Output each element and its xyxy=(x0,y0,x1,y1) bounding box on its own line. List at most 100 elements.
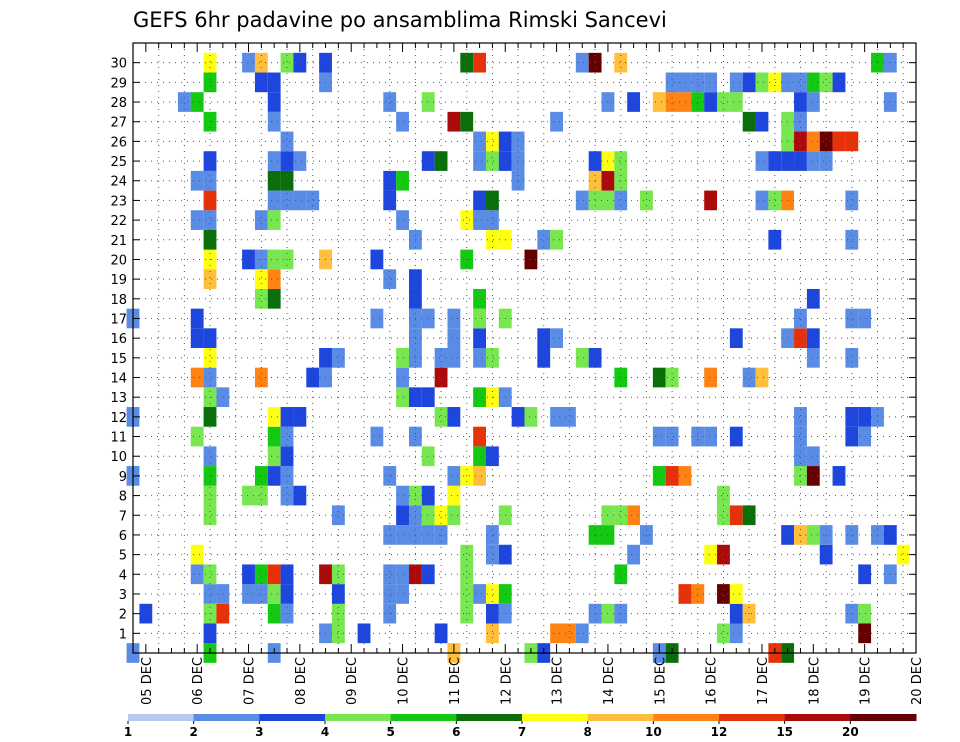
heatmap-cell xyxy=(447,466,461,486)
legend-level-label: 7 xyxy=(518,725,526,739)
heatmap-cell xyxy=(832,131,846,152)
heatmap-cell xyxy=(267,603,281,624)
heatmap-cell xyxy=(203,190,217,211)
heatmap-cell xyxy=(280,485,294,506)
heatmap-cell xyxy=(768,229,782,250)
heatmap-cell xyxy=(794,92,807,112)
heatmap-cell xyxy=(370,308,384,329)
heatmap-cell xyxy=(819,544,833,565)
heatmap-cell xyxy=(293,52,307,73)
heatmap-cell xyxy=(293,407,307,427)
legend-swatch xyxy=(259,714,326,721)
heatmap-cell xyxy=(819,72,833,93)
heatmap-cell xyxy=(421,505,435,526)
ytick-label: 15 xyxy=(110,352,127,367)
heatmap-cell xyxy=(254,564,268,585)
heatmap-cell xyxy=(717,623,730,644)
heatmap-cell xyxy=(640,190,653,211)
heatmap-cell xyxy=(203,269,217,289)
heatmap-cell xyxy=(614,190,628,211)
legend-level-label: 6 xyxy=(452,725,460,739)
heatmap-cell xyxy=(640,525,653,545)
ytick-label: 11 xyxy=(110,431,127,446)
heatmap-cell xyxy=(460,564,474,585)
heatmap-cell xyxy=(627,92,641,112)
heatmap-cell xyxy=(203,170,217,191)
heatmap-cell xyxy=(242,584,255,604)
heatmap-cell xyxy=(203,72,217,93)
heatmap-cell xyxy=(665,367,679,388)
heatmap-cell xyxy=(434,505,448,526)
ytick-label: 23 xyxy=(110,194,127,209)
heatmap-cell xyxy=(806,92,820,112)
heatmap-cell xyxy=(768,190,782,211)
heatmap-cell xyxy=(742,505,756,526)
heatmap-cell xyxy=(473,446,486,467)
heatmap-cell xyxy=(832,72,846,93)
heatmap-cell xyxy=(254,269,268,289)
heatmap-cell xyxy=(485,151,499,171)
heatmap-cell xyxy=(575,623,589,644)
ytick-label: 27 xyxy=(110,116,127,131)
legend-swatch xyxy=(587,714,654,721)
heatmap-cell xyxy=(845,131,859,152)
heatmap-cell xyxy=(845,426,859,447)
heatmap-cell xyxy=(293,151,307,171)
heatmap-cell xyxy=(485,525,499,545)
heatmap-cell xyxy=(806,151,820,171)
ytick-label: 17 xyxy=(110,312,127,327)
heatmap-cell xyxy=(883,92,897,112)
heatmap-cell xyxy=(203,210,217,230)
heatmap-cell xyxy=(858,426,872,447)
xtick-label: 06 DEC xyxy=(191,657,206,705)
heatmap-cell xyxy=(267,111,281,132)
heatmap-cell xyxy=(729,72,743,93)
heatmap-cell xyxy=(473,466,486,486)
heatmap-cell xyxy=(396,564,409,585)
xtick-label: 08 DEC xyxy=(294,657,309,705)
heatmap-cell xyxy=(434,623,448,644)
heatmap-cell xyxy=(550,328,564,348)
heatmap-cell xyxy=(794,131,807,152)
heatmap-cell xyxy=(511,407,525,427)
heatmap-cell xyxy=(717,485,730,506)
legend-level-label: 8 xyxy=(583,725,591,739)
legend-swatch xyxy=(390,714,457,721)
heatmap-cell xyxy=(806,72,820,93)
heatmap-cell xyxy=(396,584,409,604)
heatmap-cell xyxy=(755,72,769,93)
heatmap-cell xyxy=(858,603,872,624)
ytick-label: 7 xyxy=(119,509,127,524)
heatmap-cell xyxy=(473,584,486,604)
legend-swatch xyxy=(850,714,917,721)
xtick-label: 13 DEC xyxy=(551,657,566,705)
heatmap-cell xyxy=(331,505,345,526)
heatmap-cell xyxy=(242,52,255,73)
heatmap-cell xyxy=(794,525,807,545)
legend-level-label: 10 xyxy=(645,725,662,739)
heatmap-cell xyxy=(280,426,294,447)
heatmap-cell xyxy=(203,52,217,73)
heatmap-cell xyxy=(550,407,564,427)
legend-swatch xyxy=(325,714,392,721)
heatmap-cell xyxy=(396,170,409,191)
xtick-label: 14 DEC xyxy=(602,657,617,705)
heatmap-cell xyxy=(434,367,448,388)
heatmap-cell xyxy=(383,269,397,289)
ytick-label: 19 xyxy=(110,273,127,288)
heatmap-cell xyxy=(473,288,486,309)
heatmap-cell xyxy=(485,348,499,368)
heatmap-cell xyxy=(216,387,230,408)
heatmap-cell xyxy=(383,564,397,585)
heatmap-cell xyxy=(280,584,294,604)
legend-level-label: 3 xyxy=(255,725,263,739)
legend-swatch xyxy=(719,714,786,721)
heatmap-cell xyxy=(768,72,782,93)
heatmap-cell xyxy=(254,72,268,93)
heatmap-cell xyxy=(267,426,281,447)
heatmap-cell xyxy=(485,190,499,211)
heatmap-cell xyxy=(421,564,435,585)
heatmap-cell xyxy=(190,367,204,388)
heatmap-cell xyxy=(729,328,743,348)
